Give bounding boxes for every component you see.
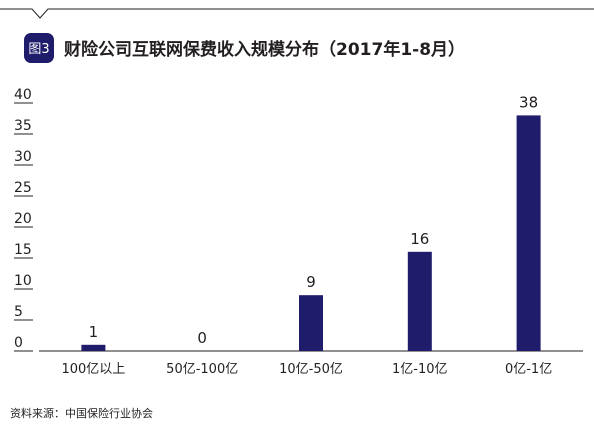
figure-badge: 图3 <box>24 33 54 63</box>
figure-badge-label: 图3 <box>28 42 49 57</box>
y-tick-label: 0 <box>14 335 23 351</box>
y-tick-label: 35 <box>14 118 32 134</box>
x-category-label: 1亿-10亿 <box>392 362 448 377</box>
top-border-notch <box>0 8 594 19</box>
chart-title: 财险公司互联网保费收入规模分布（2017年1-8月） <box>63 39 465 60</box>
y-tick-label: 5 <box>14 304 23 320</box>
bar-series <box>81 115 541 352</box>
figure-badge-background <box>24 33 54 63</box>
bar <box>299 295 323 351</box>
x-category-label: 50亿-100亿 <box>166 362 238 377</box>
source-note: 资料来源：中国保险行业协会 <box>10 406 153 420</box>
bar <box>81 344 106 351</box>
bar-value-label: 38 <box>519 93 538 111</box>
y-tick-label: 10 <box>14 273 32 289</box>
bar <box>516 115 541 352</box>
bar <box>407 251 432 351</box>
bar-value-label: 16 <box>410 230 429 248</box>
x-category-label: 10亿-50亿 <box>279 362 343 377</box>
y-axis-ticks: 0 5 10 15 20 25 30 35 40 <box>14 87 33 352</box>
y-tick-label: 30 <box>14 149 32 165</box>
data-labels: 1 0 9 16 38 <box>89 93 539 347</box>
x-axis-categories: 100亿以上 50亿-100亿 10亿-50亿 1亿-10亿 0亿-1亿 <box>61 362 552 377</box>
y-tick-label: 25 <box>14 180 32 196</box>
y-tick-label: 15 <box>14 242 32 258</box>
y-tick-label: 20 <box>14 211 32 227</box>
bar-value-label: 9 <box>306 273 316 291</box>
x-category-label: 0亿-1亿 <box>505 362 552 377</box>
y-tick-label: 40 <box>14 87 32 103</box>
x-category-label: 100亿以上 <box>61 362 125 377</box>
bar-value-label: 0 <box>197 329 207 347</box>
bar-value-label: 1 <box>89 323 99 341</box>
